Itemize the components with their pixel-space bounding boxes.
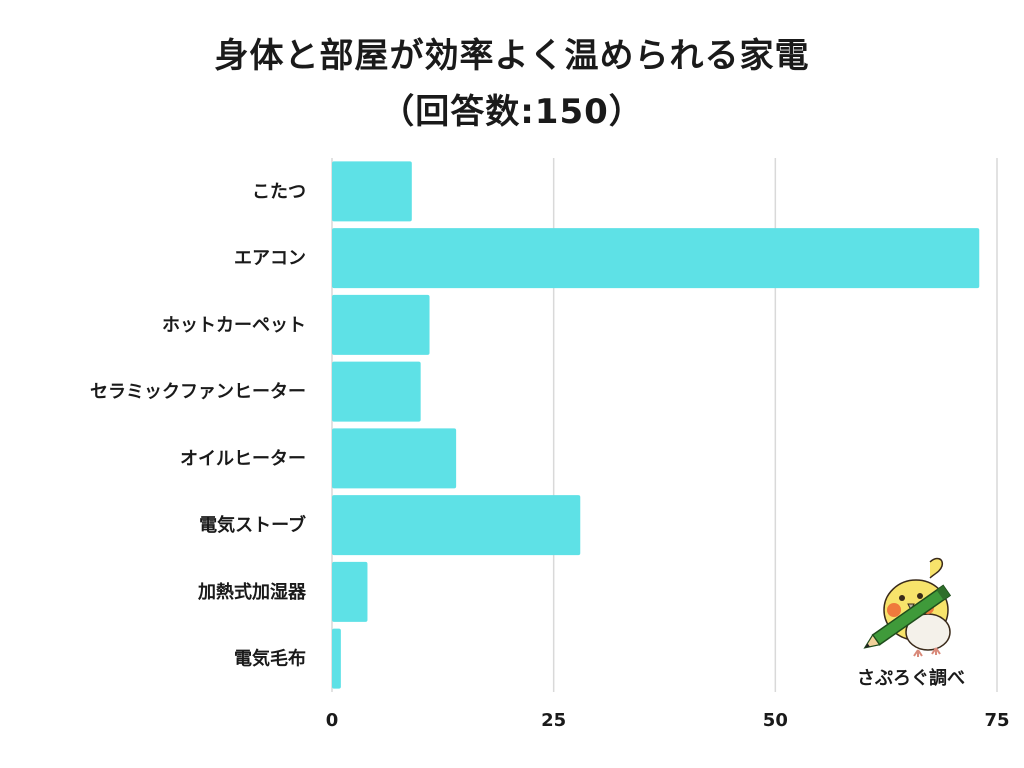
credit-text: さぷろぐ調べ (857, 668, 965, 689)
bird-mascot-icon (863, 557, 952, 657)
bar (332, 294, 430, 355)
bar (332, 495, 581, 556)
bar (332, 628, 341, 689)
category-label: オイルヒーター (180, 448, 306, 469)
category-label: こたつ (252, 181, 306, 202)
chart-title: 身体と部屋が効率よく温められる家電 (214, 36, 810, 76)
category-label: 加熱式加湿器 (197, 581, 307, 603)
category-label: 電気ストーブ (199, 514, 306, 536)
x-tick-label: 25 (541, 710, 566, 731)
category-labels: こたつエアコンホットカーペットセラミックファンヒーターオイルヒーター電気ストーブ… (90, 181, 307, 669)
chart-subtitle: （回答数:150） (380, 92, 644, 132)
bars (332, 161, 980, 689)
category-label: 電気毛布 (234, 648, 306, 670)
bar (332, 428, 457, 489)
category-label: ホットカーペット (162, 315, 306, 336)
x-tick-label: 75 (984, 710, 1009, 731)
x-tick-labels: 0 25 50 75 (326, 710, 1010, 731)
bar (332, 228, 980, 289)
category-label: セラミックファンヒーター (90, 382, 306, 403)
x-tick-label: 50 (763, 710, 788, 731)
bar (332, 361, 421, 422)
category-label: エアコン (234, 248, 306, 269)
bar (332, 561, 368, 622)
bar (332, 161, 412, 222)
x-tick-label: 0 (326, 710, 339, 731)
